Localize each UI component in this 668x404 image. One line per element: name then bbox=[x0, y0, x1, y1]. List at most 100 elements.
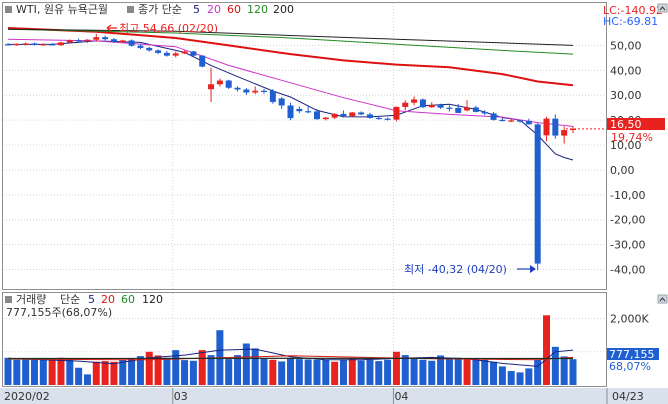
candle-body bbox=[544, 119, 550, 136]
candle-body bbox=[146, 48, 152, 50]
volume-bar[interactable] bbox=[40, 358, 47, 385]
candle-body bbox=[376, 118, 382, 119]
volume-bar[interactable] bbox=[190, 361, 197, 385]
vol-ma-period-120[interactable]: 120 bbox=[142, 293, 163, 306]
vol-ma-period-60[interactable]: 60 bbox=[121, 293, 135, 306]
volume-bar[interactable] bbox=[252, 348, 259, 385]
volume-bar[interactable] bbox=[570, 359, 577, 385]
volume-bar[interactable] bbox=[305, 359, 312, 385]
price-scroll-up-button[interactable] bbox=[658, 4, 667, 12]
volume-bar[interactable] bbox=[199, 350, 206, 385]
ma-period-120[interactable]: 120 bbox=[247, 3, 268, 16]
volume-label: 거래량 bbox=[16, 293, 46, 306]
volume-bar[interactable] bbox=[102, 361, 109, 385]
volume-bar[interactable] bbox=[278, 361, 285, 385]
candle[interactable] bbox=[393, 106, 399, 121]
volume-bar[interactable] bbox=[84, 374, 91, 385]
candle[interactable] bbox=[129, 39, 135, 46]
volume-bar[interactable] bbox=[146, 352, 153, 385]
candle[interactable] bbox=[535, 123, 541, 270]
volume-bar[interactable] bbox=[490, 362, 497, 385]
volume-bar[interactable] bbox=[428, 361, 435, 385]
volume-bar[interactable] bbox=[313, 360, 320, 385]
volume-bar[interactable] bbox=[31, 359, 38, 385]
volume-bar[interactable] bbox=[66, 359, 73, 385]
volume-bar[interactable] bbox=[525, 368, 532, 385]
volume-bar[interactable] bbox=[517, 372, 524, 385]
volume-bar[interactable] bbox=[296, 359, 303, 385]
candle[interactable] bbox=[226, 80, 232, 89]
ma-period-5[interactable]: 5 bbox=[193, 3, 200, 16]
vol-ma-period-20[interactable]: 20 bbox=[101, 293, 115, 306]
candle-body bbox=[182, 51, 188, 53]
candle[interactable] bbox=[349, 112, 355, 116]
volume-bar[interactable] bbox=[181, 360, 188, 385]
candle[interactable] bbox=[199, 55, 205, 67]
volume-bar[interactable] bbox=[561, 356, 568, 385]
candle-body bbox=[552, 119, 558, 136]
volume-bar[interactable] bbox=[455, 358, 462, 385]
ma-period-20[interactable]: 20 bbox=[207, 3, 221, 16]
candle-body bbox=[84, 40, 90, 41]
volume-bar[interactable] bbox=[472, 360, 479, 385]
volume-bar[interactable] bbox=[225, 359, 232, 385]
volume-bar[interactable] bbox=[261, 359, 268, 385]
volume-bar[interactable] bbox=[552, 347, 559, 385]
volume-bar[interactable] bbox=[508, 371, 515, 385]
volume-bar[interactable] bbox=[137, 356, 144, 385]
volume-bar[interactable] bbox=[411, 358, 418, 385]
volume-bar[interactable] bbox=[128, 358, 135, 385]
candle-body bbox=[270, 91, 276, 102]
volume-bar[interactable] bbox=[393, 352, 400, 385]
legend-square-icon bbox=[127, 6, 134, 13]
volume-bar[interactable] bbox=[269, 360, 276, 385]
candle-body bbox=[67, 40, 73, 42]
volume-bar[interactable] bbox=[22, 359, 29, 385]
volume-bar[interactable] bbox=[5, 358, 12, 385]
volume-bar[interactable] bbox=[499, 366, 506, 385]
volume-bar[interactable] bbox=[543, 315, 550, 385]
candle-body bbox=[137, 46, 143, 48]
volume-bar[interactable] bbox=[57, 358, 64, 385]
candle[interactable] bbox=[420, 98, 426, 108]
volume-bar[interactable] bbox=[234, 355, 241, 385]
volume-bar[interactable] bbox=[331, 362, 338, 385]
candle[interactable] bbox=[270, 89, 276, 104]
candle-body bbox=[261, 91, 267, 92]
volume-bar[interactable] bbox=[340, 360, 347, 385]
volume-bar[interactable] bbox=[446, 359, 453, 385]
x-axis-bar bbox=[0, 388, 668, 404]
volume-bar[interactable] bbox=[110, 362, 117, 385]
ma-period-60[interactable]: 60 bbox=[227, 3, 241, 16]
volume-bar[interactable] bbox=[349, 359, 356, 385]
volume-bar[interactable] bbox=[93, 362, 100, 385]
volume-bar[interactable] bbox=[366, 360, 373, 385]
price-tick-label: 0,00 bbox=[610, 164, 635, 177]
vol-ma-period-5[interactable]: 5 bbox=[88, 293, 95, 306]
price-tick-label: 30,00 bbox=[610, 89, 642, 102]
volume-bar[interactable] bbox=[13, 360, 20, 385]
volume-bar[interactable] bbox=[119, 360, 126, 385]
volume-bar[interactable] bbox=[75, 368, 82, 385]
volume-bar[interactable] bbox=[437, 355, 444, 385]
volume-bar[interactable] bbox=[208, 355, 215, 385]
volume-bar[interactable] bbox=[322, 360, 329, 385]
volume-bar[interactable] bbox=[481, 360, 488, 385]
volume-scroll-up-button[interactable] bbox=[658, 295, 667, 303]
candle-body bbox=[482, 112, 488, 113]
volume-bar[interactable] bbox=[534, 359, 541, 385]
ma-period-200[interactable]: 200 bbox=[273, 3, 294, 16]
volume-bar[interactable] bbox=[49, 359, 56, 385]
candle-body bbox=[5, 44, 11, 45]
volume-bar[interactable] bbox=[287, 358, 294, 385]
candle-body bbox=[349, 112, 355, 116]
volume-bar[interactable] bbox=[375, 361, 382, 385]
volume-bar[interactable] bbox=[163, 358, 170, 385]
candle-body bbox=[129, 40, 135, 45]
volume-bar[interactable] bbox=[464, 359, 471, 385]
volume-bar[interactable] bbox=[384, 360, 391, 385]
candle-body bbox=[164, 53, 170, 56]
volume-bar[interactable] bbox=[358, 360, 365, 385]
volume-bar[interactable] bbox=[419, 360, 426, 385]
volume-bar[interactable] bbox=[402, 355, 409, 385]
